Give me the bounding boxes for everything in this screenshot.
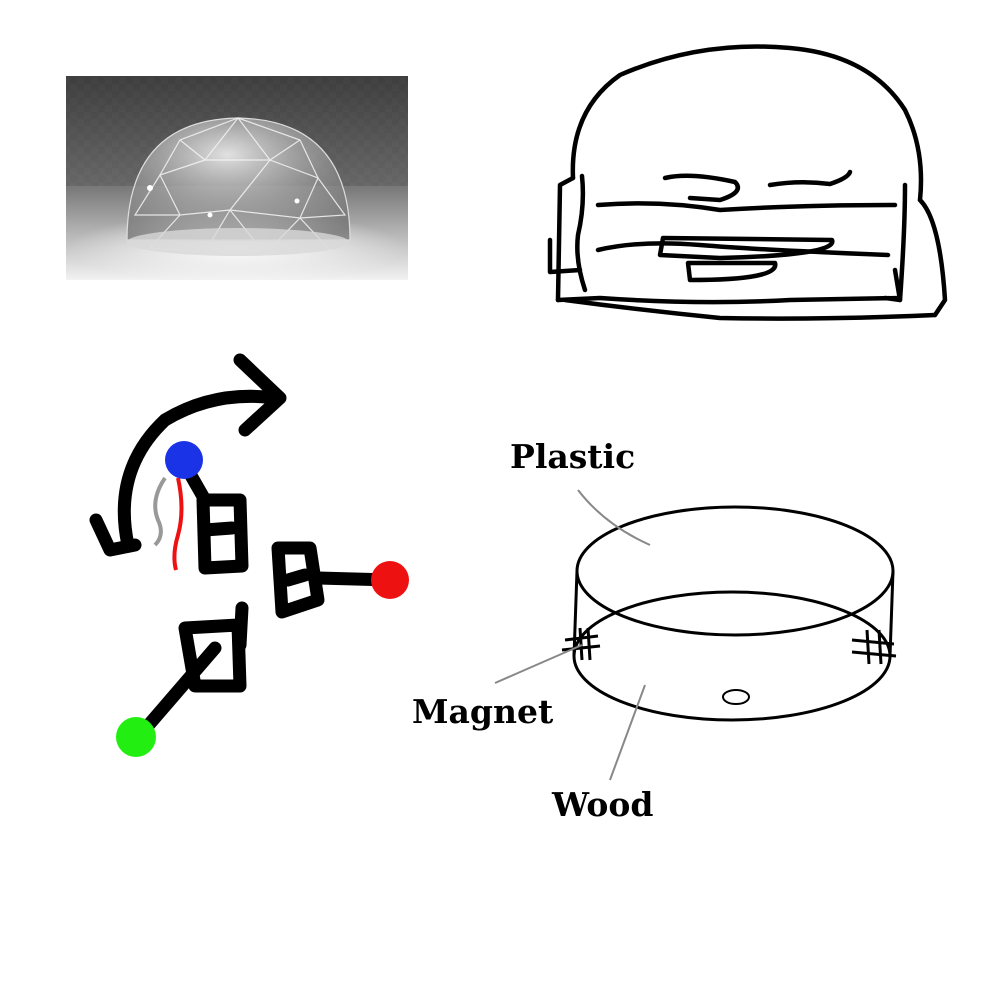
green-node bbox=[116, 717, 156, 757]
red-node bbox=[371, 561, 409, 599]
dome-frame-sketch bbox=[547, 44, 948, 321]
rotation-arrow-head-bottom bbox=[89, 513, 142, 557]
joint-box-2 bbox=[271, 541, 325, 619]
blue-node bbox=[165, 441, 203, 479]
right-side bbox=[888, 570, 895, 657]
magnet-right bbox=[851, 629, 897, 665]
grey-wire bbox=[153, 476, 167, 547]
hole bbox=[722, 689, 750, 705]
dome-photo bbox=[66, 76, 408, 283]
rotation-arrow-head-top bbox=[233, 353, 287, 437]
leader-plastic bbox=[577, 489, 651, 546]
red-wire bbox=[172, 477, 184, 571]
left-side bbox=[572, 570, 579, 657]
label-wood: Wood bbox=[551, 785, 653, 824]
wood-bottom-ellipse bbox=[572, 590, 892, 722]
magnet-left bbox=[561, 627, 601, 661]
cylinder-base bbox=[494, 489, 897, 781]
leader-magnet bbox=[494, 644, 583, 684]
label-plastic: Plastic bbox=[510, 437, 635, 476]
arm-green bbox=[133, 641, 222, 742]
rotation-arrow-arc bbox=[117, 389, 282, 552]
plastic-top-ellipse bbox=[575, 505, 895, 637]
label-magnet: Magnet bbox=[412, 692, 554, 731]
leader-wood bbox=[609, 684, 646, 781]
joint-arms bbox=[89, 353, 409, 757]
joint-box-1 bbox=[196, 493, 249, 575]
